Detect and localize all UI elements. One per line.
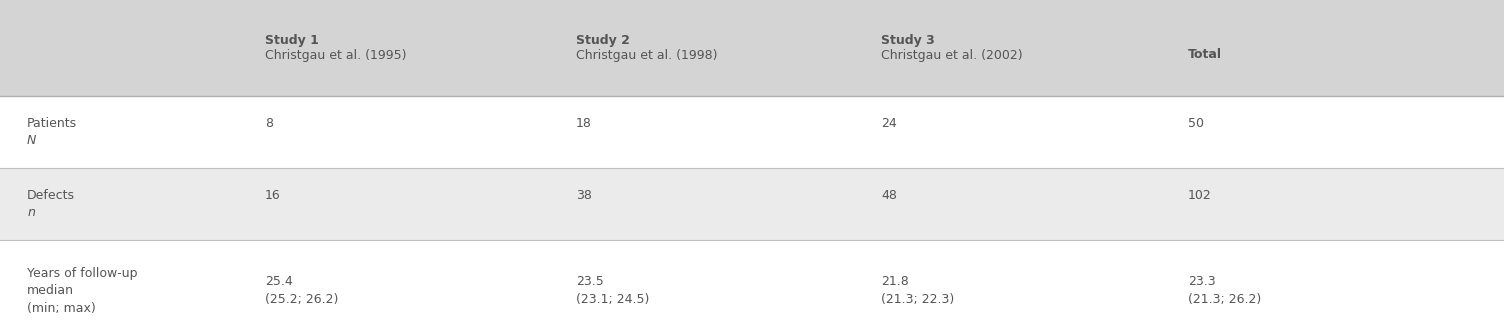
Text: 23.5: 23.5: [576, 276, 603, 288]
Text: Study 3: Study 3: [881, 34, 935, 47]
Text: Study 2: Study 2: [576, 34, 630, 47]
Text: Patients: Patients: [27, 117, 77, 130]
Text: median: median: [27, 284, 74, 297]
Text: Years of follow-up: Years of follow-up: [27, 267, 137, 280]
Text: (23.1; 24.5): (23.1; 24.5): [576, 293, 650, 306]
Text: Christgau et al. (1995): Christgau et al. (1995): [265, 49, 406, 62]
Bar: [0, 168, 1504, 240]
Text: 18: 18: [576, 117, 593, 130]
Text: Study 1: Study 1: [265, 34, 319, 47]
Text: Defects: Defects: [27, 189, 75, 202]
Text: 23.3: 23.3: [1188, 276, 1215, 288]
Bar: [0, 96, 1504, 168]
Text: 38: 38: [576, 189, 593, 202]
Text: 102: 102: [1188, 189, 1212, 202]
Bar: [0, 240, 1504, 336]
Text: Christgau et al. (1998): Christgau et al. (1998): [576, 49, 717, 62]
Text: (min; max): (min; max): [27, 302, 96, 314]
Text: 21.8: 21.8: [881, 276, 908, 288]
Text: (21.3; 26.2): (21.3; 26.2): [1188, 293, 1262, 306]
Text: 24: 24: [881, 117, 896, 130]
Text: (21.3; 22.3): (21.3; 22.3): [881, 293, 955, 306]
Bar: [0, 0, 1504, 96]
Text: Christgau et al. (2002): Christgau et al. (2002): [881, 49, 1023, 62]
Text: 50: 50: [1188, 117, 1205, 130]
Text: 16: 16: [265, 189, 280, 202]
Text: (25.2; 26.2): (25.2; 26.2): [265, 293, 338, 306]
Text: 8: 8: [265, 117, 272, 130]
Text: 25.4: 25.4: [265, 276, 292, 288]
Text: n: n: [27, 206, 35, 219]
Text: Total: Total: [1188, 48, 1223, 61]
Text: 48: 48: [881, 189, 898, 202]
Text: N: N: [27, 134, 36, 147]
